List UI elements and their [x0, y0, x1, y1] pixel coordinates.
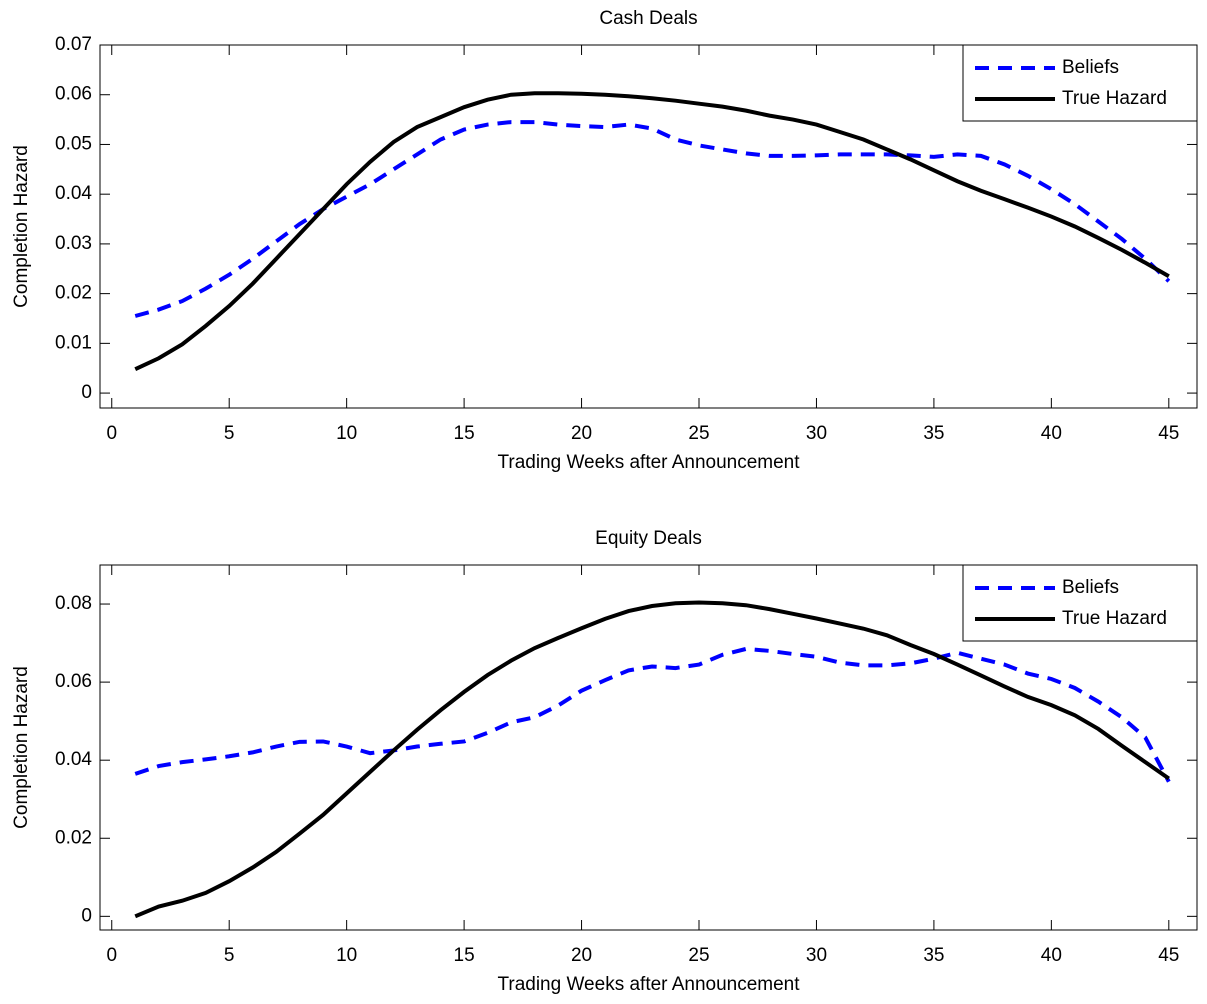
x-tick-label: 15 — [454, 945, 475, 966]
x-tick-label: 40 — [1041, 423, 1062, 444]
chart-title: Cash Deals — [599, 8, 697, 29]
y-tick-label: 0 — [81, 382, 92, 403]
x-axis-label: Trading Weeks after Announcement — [497, 974, 800, 995]
x-tick-label: 0 — [106, 423, 117, 444]
y-tick-label: 0.08 — [55, 593, 92, 614]
data-line — [134, 600, 1170, 919]
legend-label: Beliefs — [1062, 57, 1119, 78]
legend-label: Beliefs — [1062, 577, 1119, 598]
y-tick-label: 0.06 — [55, 671, 92, 692]
x-tick-label: 5 — [224, 945, 235, 966]
x-tick-label: 10 — [336, 945, 357, 966]
data-line — [134, 646, 1171, 783]
x-tick-label: 35 — [923, 945, 944, 966]
x-tick-label: 10 — [336, 423, 357, 444]
x-tick-label: 20 — [571, 945, 592, 966]
y-tick-label: 0.06 — [55, 84, 92, 105]
x-tick-label: 35 — [923, 423, 944, 444]
x-tick-label: 5 — [224, 423, 235, 444]
y-tick-label: 0.02 — [55, 283, 92, 304]
data-line — [134, 91, 1170, 372]
legend-box — [962, 44, 1198, 122]
y-tick-label: 0 — [81, 905, 92, 926]
y-tick-label: 0.05 — [55, 133, 92, 154]
y-tick-label: 0.01 — [55, 332, 92, 353]
x-tick-label: 25 — [688, 423, 709, 444]
y-tick-label: 0.02 — [55, 827, 92, 848]
x-tick-label: 40 — [1041, 945, 1062, 966]
legend-label: True Hazard — [1062, 88, 1167, 109]
legend-box — [962, 564, 1198, 642]
y-axis-label: Completion Hazard — [11, 145, 32, 308]
x-tick-label: 20 — [571, 423, 592, 444]
y-tick-label: 0.07 — [55, 34, 92, 55]
x-tick-label: 30 — [806, 945, 827, 966]
x-tick-label: 45 — [1158, 423, 1179, 444]
chart-title: Equity Deals — [595, 528, 702, 549]
y-axis-label: Completion Hazard — [11, 666, 32, 829]
x-tick-label: 45 — [1158, 945, 1179, 966]
x-tick-label: 0 — [106, 945, 117, 966]
x-tick-label: 30 — [806, 423, 827, 444]
y-tick-label: 0.04 — [55, 749, 92, 770]
y-tick-label: 0.03 — [55, 233, 92, 254]
legend-label: True Hazard — [1062, 608, 1167, 629]
x-tick-label: 25 — [688, 945, 709, 966]
x-axis-label: Trading Weeks after Announcement — [497, 452, 800, 473]
y-tick-label: 0.04 — [55, 183, 92, 204]
x-tick-label: 15 — [454, 423, 475, 444]
